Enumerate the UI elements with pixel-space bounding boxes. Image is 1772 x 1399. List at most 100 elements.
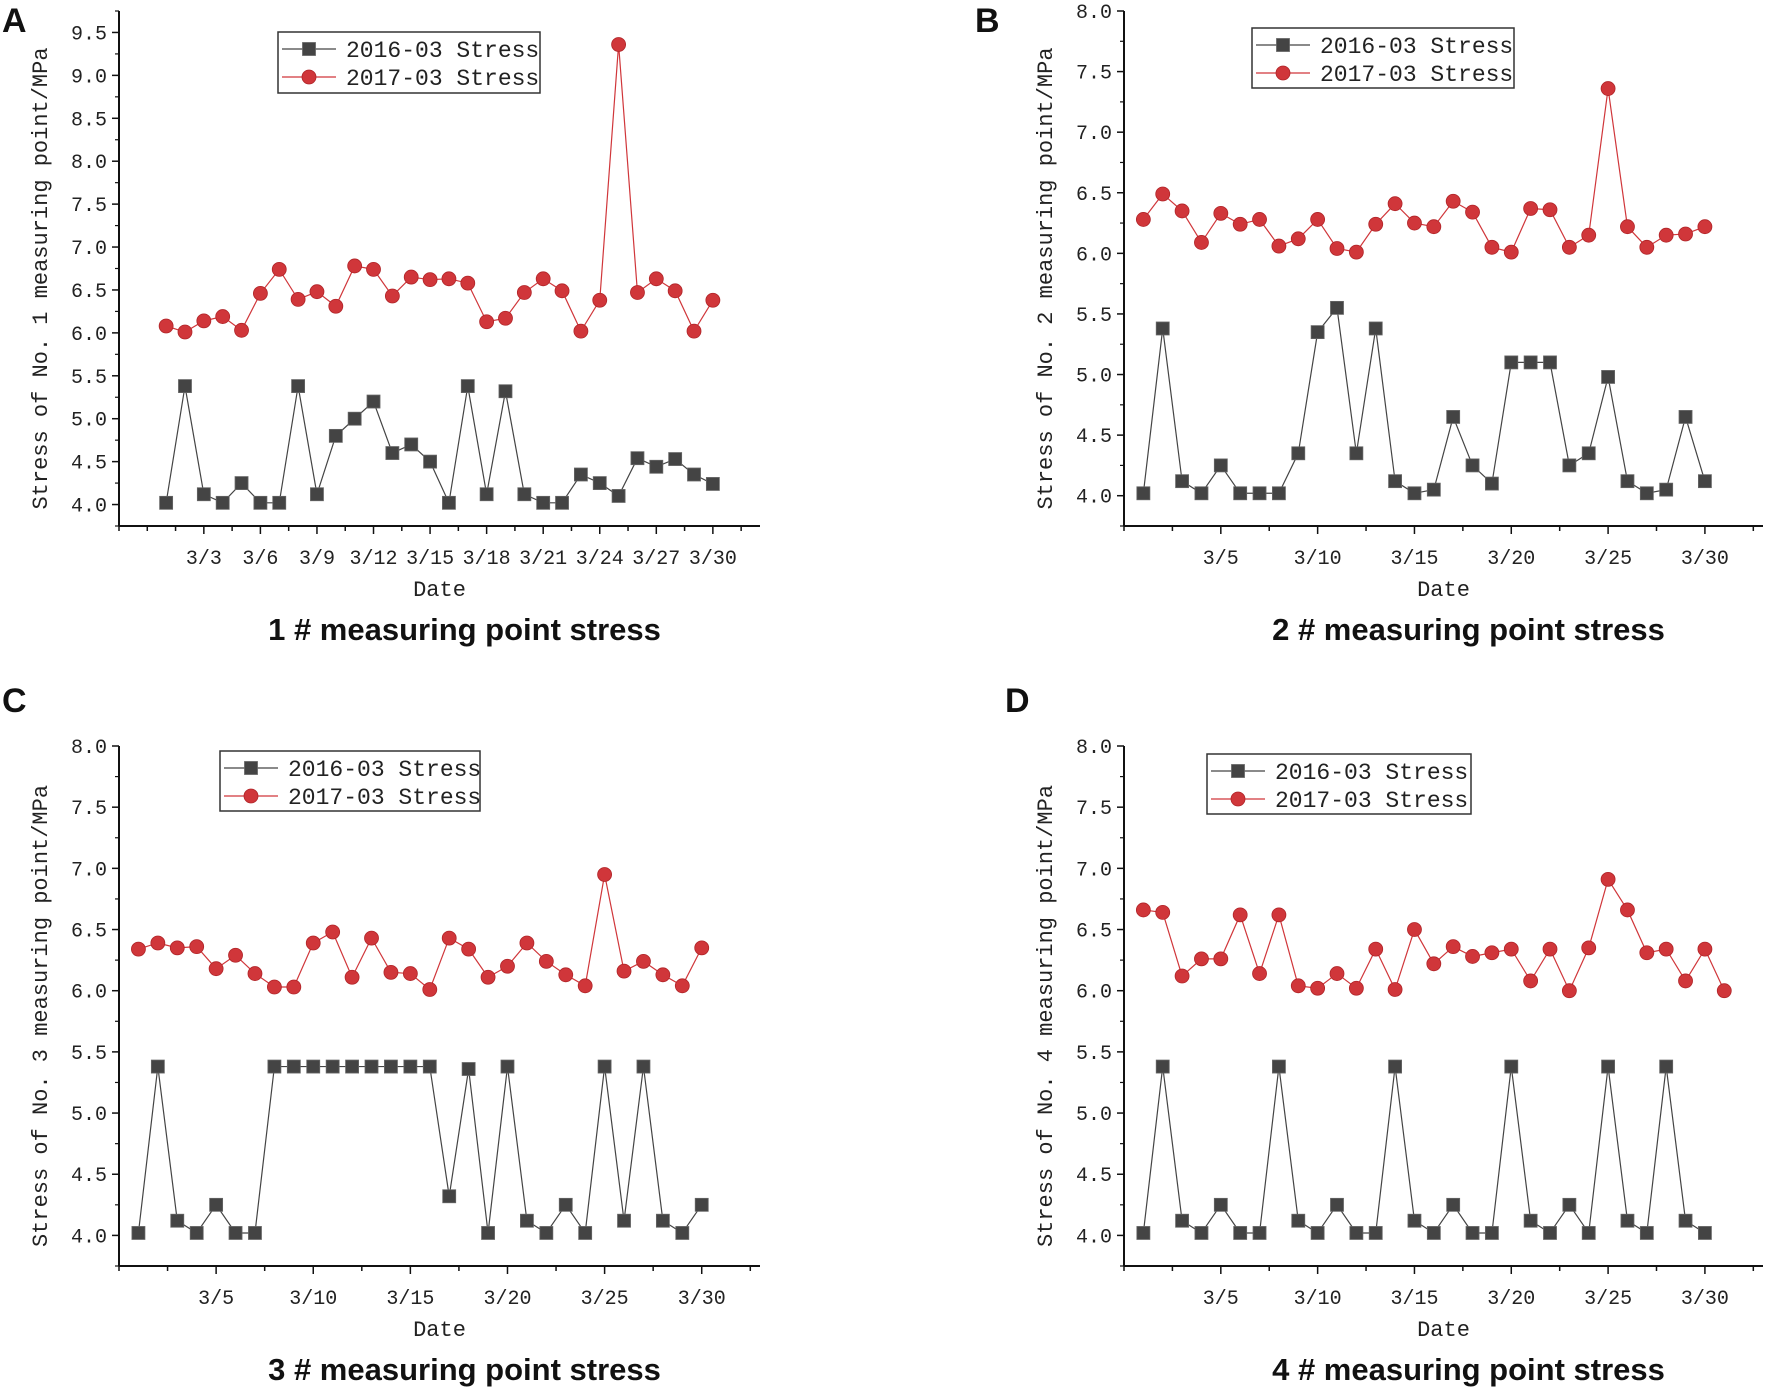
data-point [617,1213,631,1228]
data-point [1581,446,1596,461]
data-point [247,966,263,981]
data-point [636,953,651,969]
data-point [1135,902,1151,918]
data-point [402,966,418,981]
data-point [1678,226,1693,242]
data-point [1620,219,1635,235]
y-tick-label: 4.5 [1076,426,1112,449]
x-tick-label: 3/18 [463,548,511,571]
data-point [1426,219,1442,235]
legend-label: 2017-03 Stress [1320,62,1513,88]
data-point [1349,1226,1364,1240]
data-point [1213,205,1229,221]
data-point [1368,216,1384,232]
y-tick-label: 6.5 [1076,184,1112,207]
data-point [1581,940,1597,956]
series-2016-03-stress [131,1059,709,1240]
x-tick-label: 3/5 [1203,1288,1239,1311]
data-point [286,979,302,995]
data-point [1504,355,1519,370]
data-point [516,285,532,300]
legend-box [1251,27,1515,89]
x-tick-label: 3/25 [1584,1288,1632,1311]
data-point [266,979,282,995]
legend-box [1206,753,1472,815]
data-point [555,495,569,510]
y-tick-label: 8.0 [1076,2,1112,25]
x-tick-label: 3/10 [1294,548,1342,571]
data-point [554,283,570,299]
data-point [461,1062,476,1076]
data-point [366,261,381,277]
chart-panel-c: C 4.0 4.5 5.0 5.5 6.0 6.5 7.0 7.5 8.0 3/5 3/10 3/15 3… [2,682,760,1387]
data-point [1290,231,1306,247]
y-tick-label: 6.0 [71,324,107,347]
data-point [1175,1213,1189,1228]
data-point [1388,1059,1402,1074]
data-point [1407,1213,1422,1228]
data-point [272,495,287,510]
data-point [208,961,224,977]
y-axis-label: Stress of No. 1 measuring point/MPa [29,47,54,509]
data-point [1387,982,1403,997]
data-point [1252,966,1267,981]
data-point [228,1226,243,1240]
data-point [1485,476,1499,491]
data-point [1252,1226,1267,1240]
data-point [1504,1059,1519,1074]
y-tick-label: 5.5 [1076,305,1112,328]
data-point [630,451,645,466]
data-point [1310,1226,1325,1240]
data-point [310,487,324,502]
data-point [422,272,438,288]
data-point [1155,186,1171,202]
data-point [558,967,574,983]
x-tick-label: 3/10 [289,1288,337,1311]
x-tick-label: 3/30 [1681,1288,1729,1311]
data-point [290,291,306,307]
y-tick-label: 7.0 [1076,859,1112,882]
data-point [1329,241,1345,256]
x-tick-label: 3/15 [1390,1288,1438,1311]
data-point [694,1197,709,1212]
legend-label: 2017-03 Stress [288,785,481,811]
series-line [1143,877,1725,993]
data-point [578,1226,593,1240]
x-tick-label: 3/20 [483,1288,531,1311]
data-point [705,292,721,308]
data-point [479,487,494,502]
data-point [347,258,363,274]
x-tick-label: 3/21 [519,548,567,571]
data-point [442,495,456,510]
x-tick-label: 3/20 [1487,1288,1535,1311]
data-point [648,271,664,287]
legend-marker [301,69,317,85]
x-tick-label: 3/15 [386,1288,434,1311]
data-point [422,1059,437,1074]
y-tick-label: 5.5 [71,367,107,390]
data-point [1330,300,1344,315]
data-point [1542,941,1558,957]
chart-title: 1 # measuring point stress [268,612,661,647]
data-point [364,930,379,946]
legend-marker [1230,791,1246,807]
data-point [1639,239,1655,255]
data-point [480,969,496,985]
data-point [384,1059,398,1074]
data-point [1659,1059,1674,1074]
data-point [1272,1059,1286,1074]
data-point [1716,983,1732,999]
y-tick-label: 9.0 [71,66,107,89]
y-axis-label: Stress of No. 4 measuring point/MPa [1034,785,1059,1247]
data-point [253,495,268,510]
data-point [189,939,205,955]
data-point [328,428,343,443]
legend-marker [1231,764,1245,778]
data-point [309,284,325,300]
y-tick-label: 6.5 [1076,921,1112,944]
y-tick-label: 7.5 [1076,798,1112,821]
x-tick-label: 3/6 [242,548,278,571]
data-point [1407,486,1422,501]
